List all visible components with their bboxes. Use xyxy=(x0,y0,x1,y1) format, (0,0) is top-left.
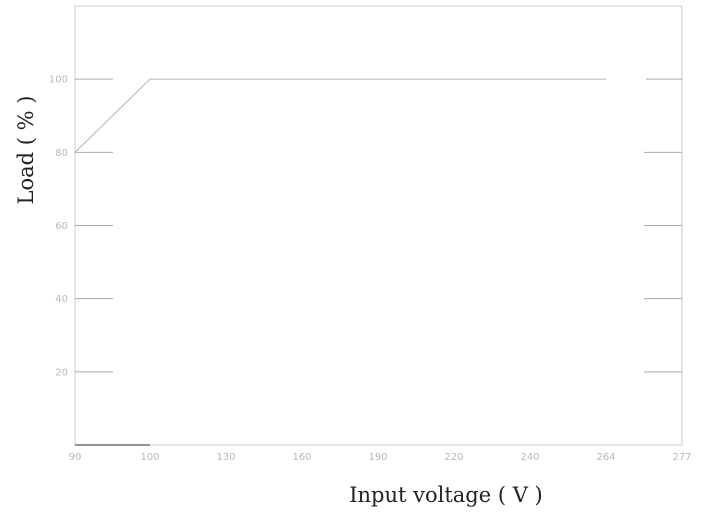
y-tick-label: 100 xyxy=(49,75,68,86)
x-tick-label: 220 xyxy=(444,452,463,463)
x-tick-label: 90 xyxy=(69,452,82,463)
x-tick-label: 100 xyxy=(140,452,159,463)
x-tick-label: 190 xyxy=(368,452,387,463)
x-axis-title: Input voltage ( V ) xyxy=(349,483,543,507)
x-tick-label: 160 xyxy=(292,452,311,463)
series-point xyxy=(74,151,76,154)
y-axis-title: Load ( % ) xyxy=(14,96,38,205)
y-tick-label: 40 xyxy=(55,294,68,305)
y-tick-label: 80 xyxy=(55,148,68,159)
series-point xyxy=(149,78,151,80)
y-tick-label: 60 xyxy=(55,221,68,232)
x-tick-label: 240 xyxy=(520,452,539,463)
plot-border xyxy=(74,5,683,446)
y-tick-label: 20 xyxy=(55,367,68,378)
x-tick-label: 130 xyxy=(216,452,235,463)
x-tick-label: 264 xyxy=(596,452,615,463)
border-gap xyxy=(606,70,646,86)
plot-area: 20 40 60 80 100 90 100 130 160 190 220 240 264 277 xyxy=(49,5,692,463)
x-tick-label: 277 xyxy=(672,452,691,463)
series-line xyxy=(74,78,606,153)
